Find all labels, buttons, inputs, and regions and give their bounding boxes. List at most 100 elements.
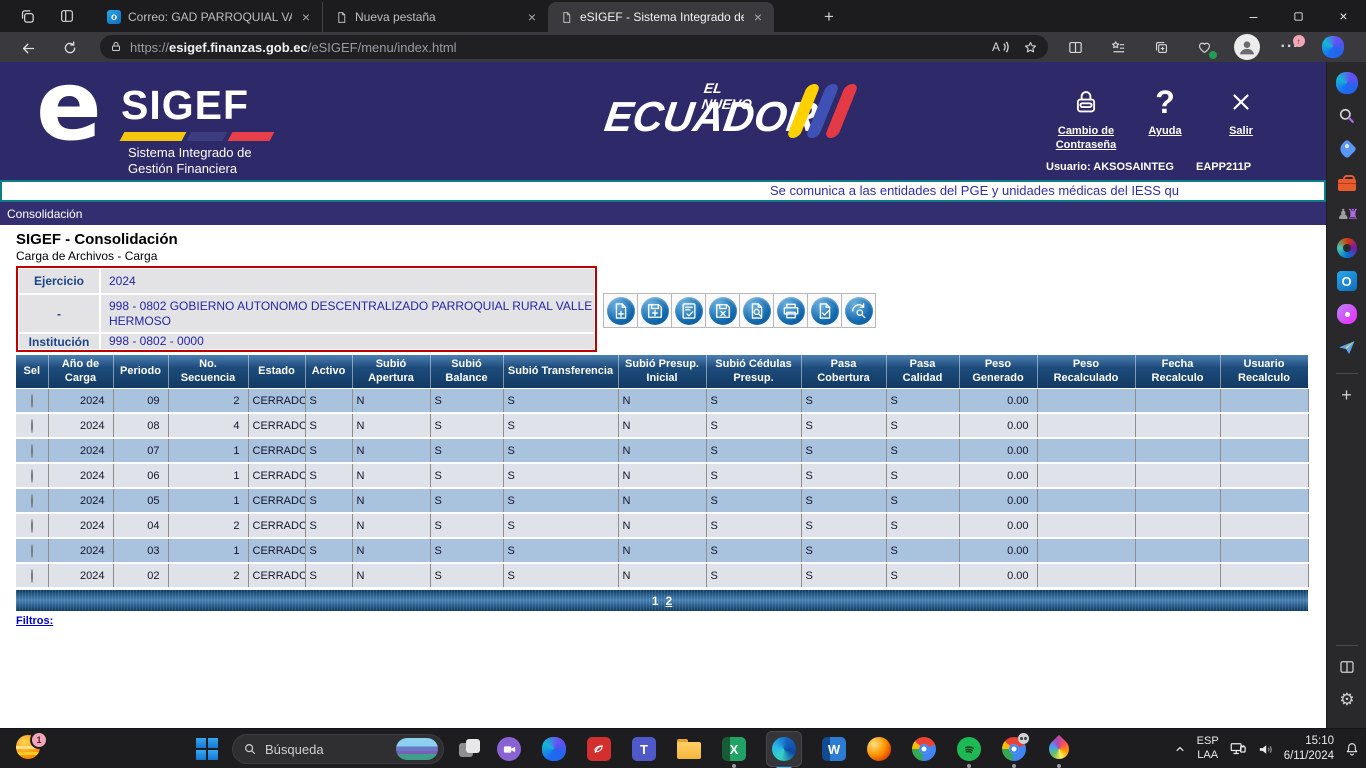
table-cell: N xyxy=(618,538,707,564)
page-current: 1 xyxy=(651,593,659,608)
table-cell: 0.00 xyxy=(959,463,1038,489)
delete-record-button[interactable] xyxy=(705,293,740,328)
tab-close-icon[interactable]: × xyxy=(753,9,763,25)
row-radio-button[interactable] xyxy=(30,543,33,558)
tab-close-icon[interactable]: × xyxy=(527,9,537,25)
new-record-button[interactable] xyxy=(603,293,638,328)
read-aloud-icon[interactable]: A xyxy=(992,40,1009,54)
taskbar-app-edge[interactable] xyxy=(766,731,802,768)
sidebar-tools-icon[interactable] xyxy=(1334,169,1360,195)
page-link[interactable]: 2 xyxy=(665,593,673,608)
network-icon[interactable] xyxy=(1229,740,1247,758)
sidebar-designer-icon[interactable] xyxy=(1334,301,1360,327)
table-cell xyxy=(1037,563,1136,589)
search-all-button[interactable] xyxy=(841,293,876,328)
chrome-icon xyxy=(912,737,936,761)
sidebar-customize-sidebar-icon[interactable] xyxy=(1334,654,1360,680)
taskbar-search[interactable]: Búsqueda xyxy=(232,734,444,764)
taskbar-app-paint-drop[interactable] xyxy=(1044,734,1074,768)
taskbar-app-chrome-alt[interactable] xyxy=(1001,733,1029,768)
taskbar-app-file-explorer[interactable] xyxy=(676,736,702,762)
sidebar-settings-icon[interactable]: ⚙ xyxy=(1339,690,1355,710)
sidebar-shopping-icon[interactable] xyxy=(1334,136,1360,162)
browser-tab[interactable]: Nueva pestaña × xyxy=(322,2,548,32)
print-button[interactable] xyxy=(773,293,808,328)
workspaces-icon[interactable] xyxy=(18,7,36,25)
weather-widget[interactable]: 1 xyxy=(16,731,48,763)
favorites-list-icon[interactable] xyxy=(1105,34,1131,60)
sidebar-copilot-icon[interactable] xyxy=(1334,70,1360,96)
browser-essentials-icon[interactable] xyxy=(1191,34,1217,60)
new-tab-button[interactable]: + xyxy=(824,7,834,26)
tab-close-icon[interactable]: × xyxy=(301,9,311,25)
row-radio-button[interactable] xyxy=(30,393,33,408)
language-indicator[interactable]: ESP LAA xyxy=(1196,735,1219,761)
validate-record-button[interactable] xyxy=(671,293,706,328)
sidebar-m365-icon[interactable] xyxy=(1334,235,1360,261)
table-cell: 06 xyxy=(113,463,169,489)
notifications-bell-icon[interactable] xyxy=(1344,741,1360,757)
header-action-question[interactable]: ? Ayuda xyxy=(1122,84,1208,138)
taskbar-app-chat[interactable] xyxy=(496,736,522,762)
minimize-button[interactable]: – xyxy=(1249,8,1258,24)
sidebar-games-icon[interactable]: ♟♜ xyxy=(1336,207,1359,223)
browser-tab[interactable]: eSIGEF - Sistema Integrado de G × xyxy=(548,2,774,32)
close-button[interactable]: × xyxy=(1339,8,1348,24)
browser-tab[interactable]: o Correo: GAD PARROQUIAL VALLE × xyxy=(96,2,322,32)
sidebar-send-icon[interactable] xyxy=(1334,334,1360,360)
running-indicator xyxy=(1057,764,1061,768)
header-action-lock[interactable]: Cambio de Contraseña xyxy=(1043,84,1129,153)
tray-chevron-icon[interactable] xyxy=(1173,742,1187,756)
row-radio-button[interactable] xyxy=(30,518,33,533)
lock-icon[interactable] xyxy=(110,41,122,53)
table-cell: N xyxy=(352,388,431,414)
save-record-button[interactable] xyxy=(637,293,672,328)
row-radio-button[interactable] xyxy=(30,493,33,508)
taskbar-app-firefox[interactable] xyxy=(866,736,892,762)
tab-actions-icon[interactable] xyxy=(58,7,76,25)
row-radio-button[interactable] xyxy=(30,468,33,483)
header-action-close-x[interactable]: Salir xyxy=(1198,84,1284,138)
taskbar-app-word[interactable]: W xyxy=(821,736,847,762)
form-label: Ejercicio xyxy=(19,269,99,293)
table-cell xyxy=(1037,413,1136,439)
taskbar-app-spotify[interactable] xyxy=(956,736,982,768)
collections-icon[interactable] xyxy=(1148,34,1174,60)
start-button[interactable] xyxy=(196,738,218,760)
volume-icon[interactable] xyxy=(1257,741,1274,758)
column-header: Periodo xyxy=(113,355,169,389)
more-menu-icon[interactable]: ··· ↑ xyxy=(1277,34,1305,60)
taskbar-app-chrome[interactable] xyxy=(911,736,937,762)
copilot-icon[interactable] xyxy=(1320,34,1346,60)
menu-item-consolidacion[interactable]: Consolidación xyxy=(7,206,83,221)
profile-avatar[interactable] xyxy=(1234,34,1260,60)
row-radio-button[interactable] xyxy=(30,443,33,458)
row-select-cell xyxy=(16,563,49,589)
sidebar-add-icon[interactable]: + xyxy=(1341,384,1352,405)
back-icon[interactable] xyxy=(16,36,40,60)
sidebar-search-icon[interactable] xyxy=(1334,103,1360,129)
split-screen-icon[interactable] xyxy=(1062,34,1088,60)
table-cell: S xyxy=(503,413,619,439)
approve-record-button[interactable] xyxy=(807,293,842,328)
view-detail-button[interactable] xyxy=(739,293,774,328)
taskbar-app-copilot[interactable] xyxy=(541,736,567,762)
refresh-icon[interactable] xyxy=(58,36,82,60)
taskbar-app-teams[interactable]: T xyxy=(631,736,657,762)
taskbar-app-acrobat[interactable] xyxy=(586,736,612,762)
clock[interactable]: 15:10 6/11/2024 xyxy=(1284,734,1334,764)
row-radio-button[interactable] xyxy=(30,568,33,583)
table-row: 2024 03 1 CERRADO S N S S N S S S 0.00 xyxy=(16,538,1309,564)
favorite-star-icon[interactable] xyxy=(1023,40,1038,55)
task-view-button[interactable] xyxy=(458,737,482,761)
address-bar[interactable]: https://esigef.finanzas.gob.ec/eSIGEF/me… xyxy=(100,35,1048,59)
taskbar-app-excel[interactable]: X xyxy=(721,736,747,768)
table-cell: N xyxy=(352,513,431,539)
maximize-button[interactable] xyxy=(1276,0,1321,32)
paint-drop-icon xyxy=(1044,734,1074,764)
tab-title: eSIGEF - Sistema Integrado de G xyxy=(580,10,744,24)
filters-link[interactable]: Filtros: xyxy=(16,615,54,627)
column-header: Fecha Recalculo xyxy=(1135,355,1221,389)
sidebar-outlook-icon[interactable]: O xyxy=(1334,268,1360,294)
row-radio-button[interactable] xyxy=(30,418,33,433)
